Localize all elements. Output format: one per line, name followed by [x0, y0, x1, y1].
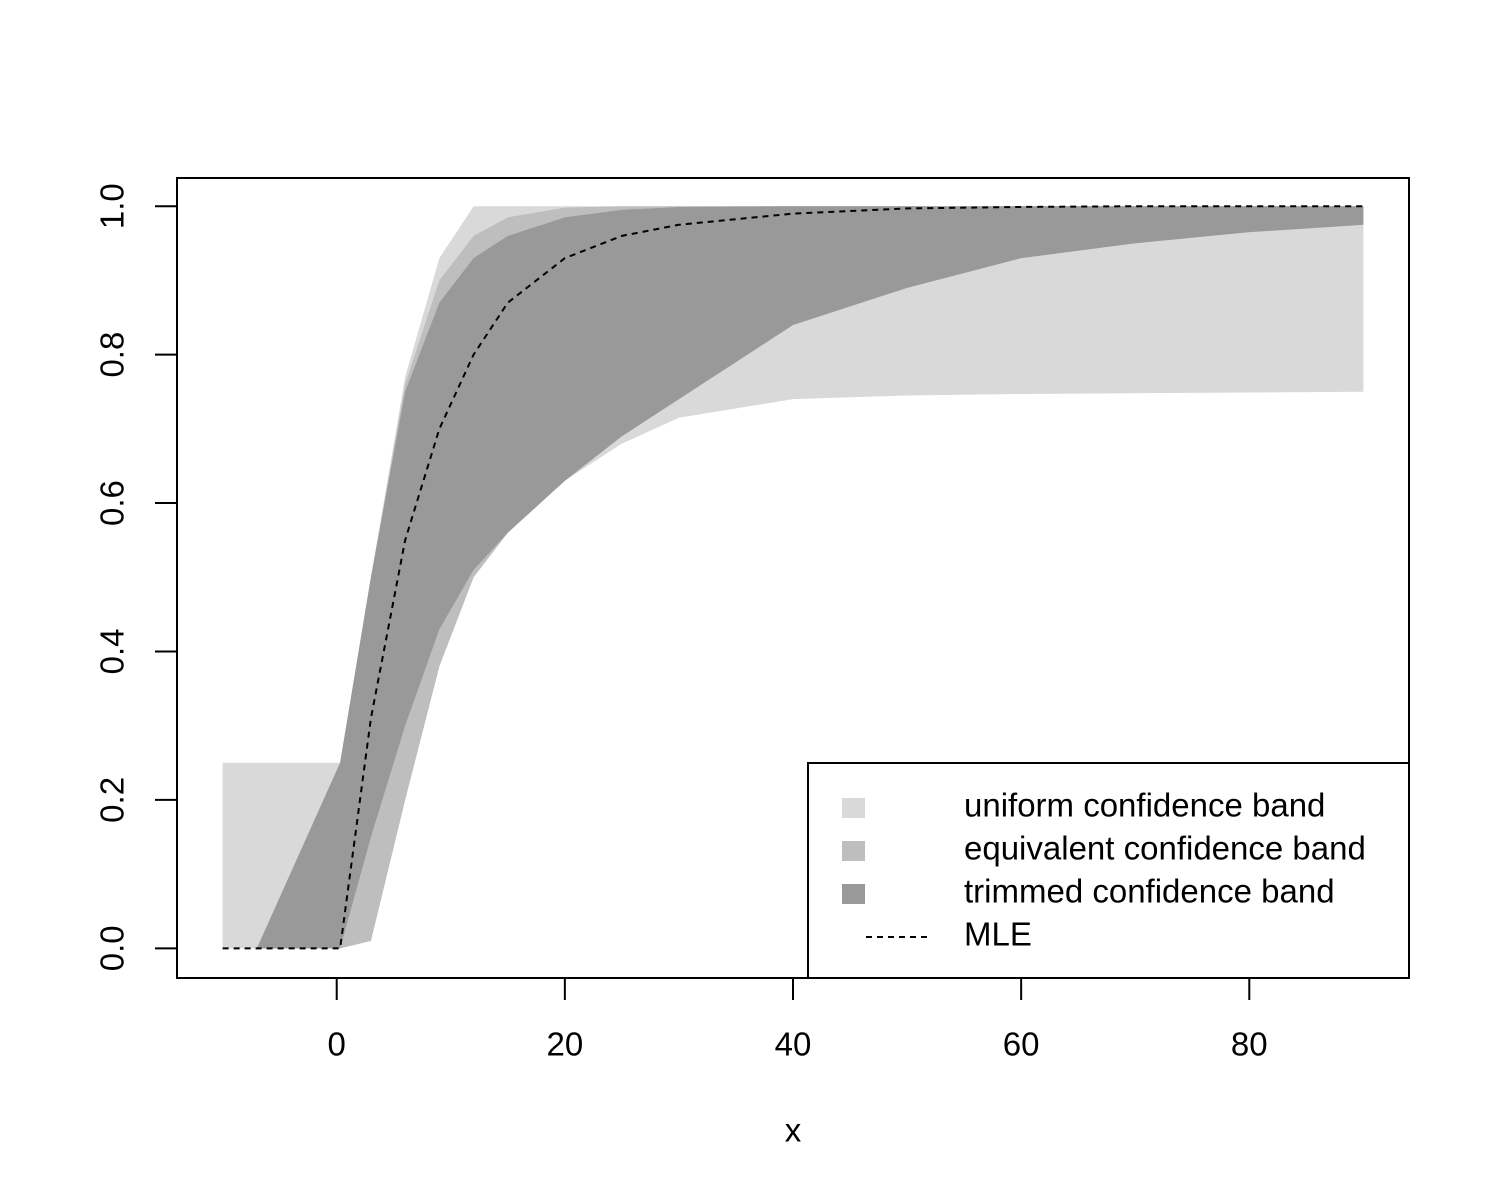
y-tick-label: 0.8: [94, 332, 131, 378]
x-tick-label: 0: [328, 1026, 346, 1063]
x-tick-label: 20: [546, 1026, 583, 1063]
plot-area: [222, 205, 1364, 950]
y-tick-label: 0.2: [94, 777, 131, 823]
legend-swatch: [842, 798, 865, 818]
legend-swatch: [842, 841, 865, 861]
y-tick-label: 0.0: [94, 925, 131, 971]
x-tick-label: 60: [1003, 1026, 1040, 1063]
y-tick-label: 1.0: [94, 183, 131, 229]
legend-box: [807, 762, 1410, 979]
legend-label: uniform confidence band: [964, 787, 1325, 824]
legend-label: MLE: [964, 916, 1032, 953]
legend-label: trimmed confidence band: [964, 873, 1335, 910]
confidence-band: [256, 206, 1364, 949]
x-tick-label: 40: [775, 1026, 812, 1063]
mle-line: [222, 205, 1364, 950]
y-tick-label: 0.6: [94, 480, 131, 526]
x-axis-label: x: [785, 1112, 802, 1149]
x-tick-label: 80: [1231, 1026, 1268, 1063]
legend-swatch: [842, 884, 865, 904]
legend-label: equivalent confidence band: [964, 830, 1366, 867]
y-tick-label: 0.4: [94, 629, 131, 675]
